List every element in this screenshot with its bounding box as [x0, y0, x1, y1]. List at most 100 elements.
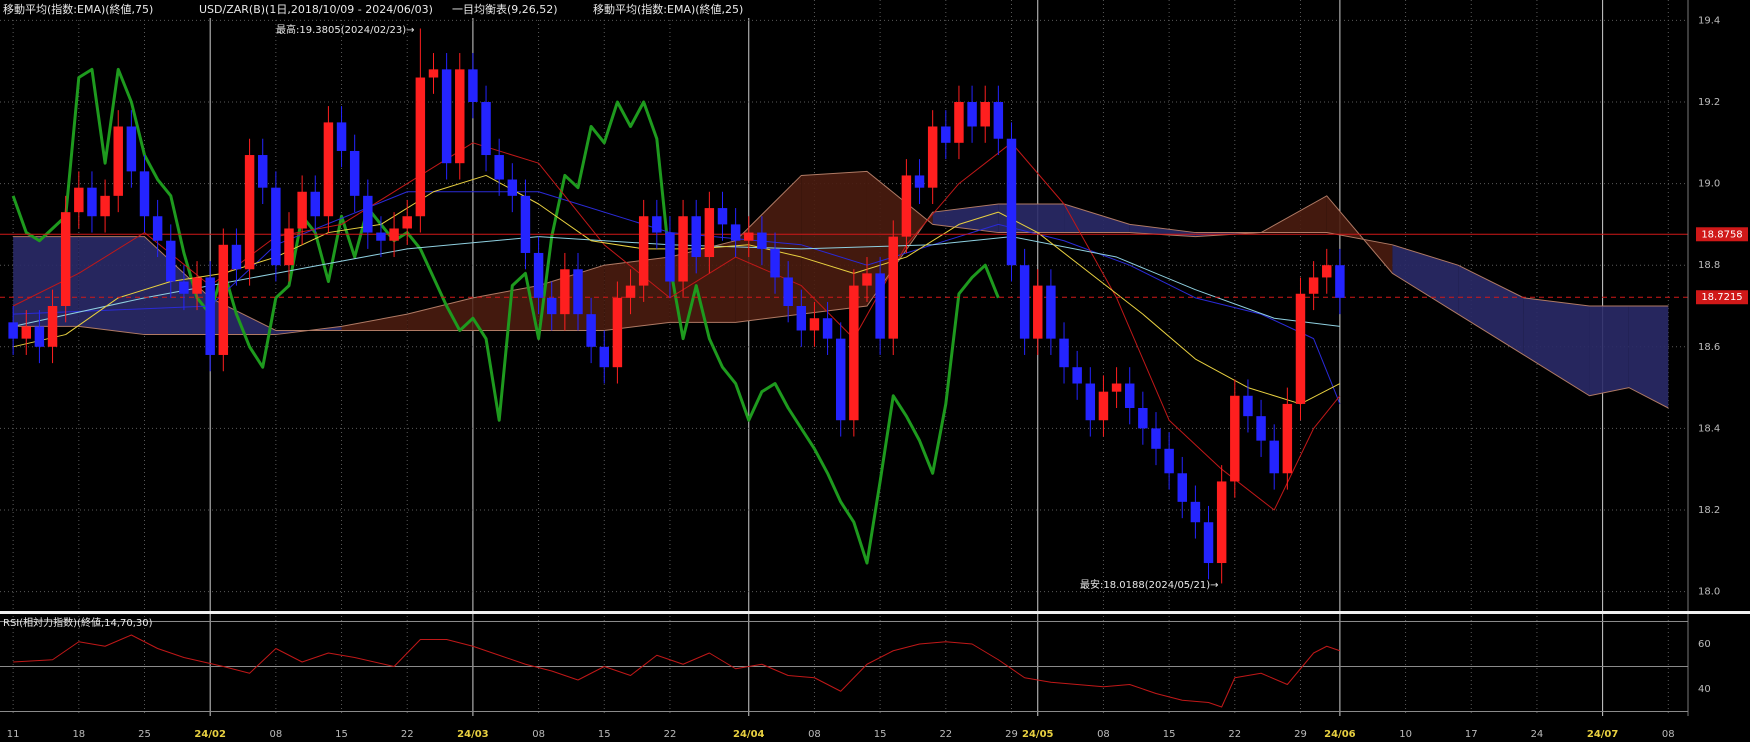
cloud-segment: [1589, 306, 1629, 396]
candle-body: [481, 102, 491, 156]
candle-body: [192, 277, 202, 294]
candle-body: [1308, 277, 1319, 294]
candle-body: [520, 195, 531, 253]
candle-body: [179, 281, 189, 294]
candle-body: [257, 155, 268, 188]
candle-body: [901, 175, 912, 237]
candle-body: [1243, 395, 1253, 417]
y-tick-label: 18.4: [1698, 423, 1720, 434]
candle-body: [730, 224, 741, 241]
candle-body: [494, 155, 504, 180]
x-tick-label: 29: [1005, 729, 1018, 740]
x-tick-label: 24/06: [1324, 729, 1356, 740]
x-tick-label: 29: [1294, 729, 1307, 740]
x-tick-label: 15: [335, 729, 348, 740]
x-tick-label: 24/04: [733, 729, 765, 740]
candle-body: [1085, 383, 1096, 421]
x-tick-label: 15: [874, 729, 887, 740]
candle-body: [126, 126, 137, 172]
candle-body: [507, 179, 518, 196]
candle-body: [1256, 416, 1266, 441]
price-tag: [1696, 227, 1748, 242]
candle-body: [783, 277, 793, 306]
candle-body: [744, 232, 754, 241]
rsi-line: [13, 634, 1341, 708]
x-tick-label: 08: [1662, 729, 1675, 740]
y-tick-label: 18.8: [1698, 260, 1720, 271]
candle-body: [139, 171, 150, 217]
x-tick-label: 18: [72, 729, 85, 740]
candle-body: [1151, 428, 1161, 449]
candle-body: [849, 285, 859, 421]
candle-body: [586, 314, 596, 347]
x-tick-label: 08: [269, 729, 282, 740]
candle-body: [914, 175, 925, 188]
candle-body: [205, 277, 215, 355]
candle-body: [441, 69, 452, 164]
candle-body: [349, 150, 360, 196]
y-tick-label: 40: [1698, 684, 1711, 695]
candle-body: [1098, 391, 1109, 421]
candle-body: [1033, 285, 1043, 339]
x-tick-label: 22: [401, 729, 414, 740]
candle-body: [1190, 501, 1201, 523]
x-tick-label: 24/03: [457, 729, 489, 740]
x-tick-label: 25: [138, 729, 151, 740]
x-tick-label: 24: [1531, 729, 1544, 740]
candle-body: [152, 216, 163, 241]
candle-body: [271, 187, 281, 266]
candle-body: [34, 326, 45, 347]
indicator-label: 移動平均(指数:EMA)(終値,75): [3, 2, 153, 16]
x-tick-label: 24/05: [1022, 729, 1054, 740]
candle-body: [8, 322, 18, 339]
candle-body: [1177, 473, 1187, 502]
candle-body: [363, 195, 373, 233]
candle-body: [599, 346, 609, 368]
candle-body: [573, 269, 583, 315]
cloud-edge: [13, 170, 1669, 409]
x-tick-label: 17: [1465, 729, 1478, 740]
y-tick-label: 19.4: [1698, 15, 1720, 26]
candle-body: [612, 297, 623, 368]
candle-body: [389, 228, 399, 241]
candle-body: [980, 102, 990, 127]
candle-body: [625, 285, 636, 298]
candle-body: [87, 187, 97, 217]
candle-body: [231, 244, 242, 270]
candle-body: [415, 77, 426, 217]
y-tick-label: 18.0: [1698, 587, 1720, 598]
candle-body: [1124, 383, 1135, 408]
indicator-line: [11, 67, 1000, 565]
indicator-label: 一目均衡表(9,26,52): [452, 2, 558, 16]
x-tick-label: 22: [1228, 729, 1241, 740]
candle-body: [638, 216, 649, 286]
candle-body: [941, 126, 951, 143]
cloud-segment: [932, 204, 999, 233]
price-tag-label: 18.7215: [1701, 292, 1742, 303]
indicator-line: [12, 142, 1341, 511]
cloud-edge: [13, 203, 1669, 331]
candle-body: [468, 69, 478, 102]
candle-body: [796, 306, 807, 331]
x-tick-label: 08: [532, 729, 545, 740]
candle-body: [560, 269, 570, 315]
candle-body: [428, 69, 439, 78]
x-tick-label: 15: [598, 729, 611, 740]
candle-body: [1322, 265, 1332, 278]
candle-body: [1072, 367, 1082, 384]
cloud-segment: [1523, 297, 1590, 396]
y-tick-label: 18.6: [1698, 342, 1720, 353]
candle-body: [218, 244, 229, 355]
candle-body: [770, 248, 780, 278]
candle-body: [323, 122, 334, 217]
y-tick-label: 60: [1698, 639, 1711, 650]
candle-body: [1335, 265, 1345, 298]
candle-body: [967, 102, 977, 127]
annotation: 最安:18.0188(2024/05/21)→: [1080, 578, 1219, 591]
candle-body: [47, 306, 58, 347]
candle-body: [1203, 522, 1214, 564]
annotation: 最高:19.3805(2024/02/23)→: [276, 23, 415, 36]
candle-body: [1046, 285, 1056, 339]
candle-body: [875, 273, 885, 339]
